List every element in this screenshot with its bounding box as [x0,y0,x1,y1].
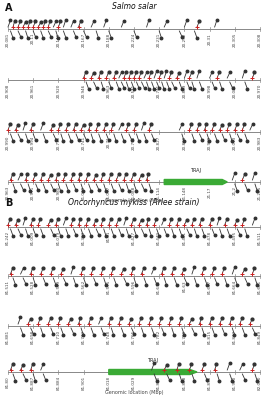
Text: 20.081: 20.081 [6,33,10,47]
Text: 21.17: 21.17 [208,186,212,198]
Text: 81.511: 81.511 [258,231,262,245]
Text: 20.231: 20.231 [157,33,161,47]
Text: 20.963: 20.963 [107,84,111,98]
Text: 20.167: 20.167 [81,33,85,47]
Text: 20.961: 20.961 [31,84,35,98]
Text: 21.114: 21.114 [157,186,161,200]
Text: 20.252: 20.252 [183,33,187,47]
Text: 21.029: 21.029 [81,186,85,200]
Text: 81.664: 81.664 [233,280,237,294]
Text: 81.698: 81.698 [31,330,35,344]
Text: 20.026: 20.026 [233,84,237,98]
Text: 20.963: 20.963 [6,186,10,200]
Text: 20.11: 20.11 [31,33,35,44]
Text: 20.71: 20.71 [107,136,111,148]
Text: 20.188: 20.188 [107,33,111,47]
Text: 81.528: 81.528 [31,280,35,294]
Text: 81.732: 81.732 [81,330,85,344]
Text: 81.868: 81.868 [183,376,187,390]
Text: 81.029: 81.029 [132,376,136,390]
Text: 81.710: 81.710 [56,330,60,344]
Text: 20.741: 20.741 [157,84,161,98]
Text: 81.549: 81.549 [56,280,60,294]
Text: 20.983: 20.983 [258,136,262,150]
Text: 81.647: 81.647 [208,280,212,294]
Text: Genomic location (Mbp): Genomic location (Mbp) [105,198,163,203]
Text: 81.681: 81.681 [258,280,262,294]
Text: 21.057: 21.057 [107,186,111,200]
Text: TRAJ: TRAJ [147,358,158,363]
Text: 20.827: 20.827 [157,136,161,150]
Text: 81.41: 81.41 [107,231,111,242]
Text: 20.990: 20.990 [6,136,10,150]
Text: 81.748: 81.748 [107,330,111,344]
Text: 81.884: 81.884 [56,376,60,390]
Text: 81.849: 81.849 [258,330,262,344]
Text: Oncorhyncus mykiss (Arlee strain): Oncorhyncus mykiss (Arlee strain) [68,198,200,207]
Text: TRAJ: TRAJ [190,168,201,173]
Text: 20.224: 20.224 [132,33,136,47]
FancyArrow shape [109,370,197,374]
Text: 20.796: 20.796 [132,136,136,150]
Text: 20.148: 20.148 [56,33,60,47]
Text: 81.478: 81.478 [208,231,212,245]
Text: 81.511: 81.511 [6,280,10,294]
Text: 81.881: 81.881 [6,330,10,344]
Text: 81.018: 81.018 [107,376,111,390]
Text: 20.971: 20.971 [31,186,35,200]
Text: Genomic location (Mbp): Genomic location (Mbp) [105,390,163,395]
Text: 20.308: 20.308 [258,33,262,47]
Text: 81.798: 81.798 [183,330,187,344]
Text: 81.495: 81.495 [233,231,237,245]
Text: 81.449: 81.449 [157,231,161,245]
Text: 20.970: 20.970 [258,84,262,98]
Text: 81.009: 81.009 [31,231,35,245]
Text: 20.920: 20.920 [56,84,60,98]
Text: 81.890: 81.890 [208,376,212,390]
Text: 20.889: 20.889 [183,84,187,98]
Text: 21.088: 21.088 [132,186,136,200]
Text: 81.562: 81.562 [81,280,85,294]
Text: 81.815: 81.815 [208,330,212,344]
Text: 20.998: 20.998 [208,84,212,98]
Text: 21.148: 21.148 [183,186,187,200]
FancyArrow shape [164,180,227,184]
Text: 81.079: 81.079 [56,231,60,245]
Text: 81.765: 81.765 [132,330,136,344]
Text: 81.427: 81.427 [132,231,136,245]
Text: 20.908: 20.908 [6,84,10,98]
Text: 20.868: 20.868 [183,136,187,150]
Text: A: A [5,3,13,13]
Text: 20.305: 20.305 [233,33,237,47]
Text: 81.393: 81.393 [81,231,85,245]
Text: 20.980: 20.980 [56,186,60,200]
Text: 81.596: 81.596 [132,280,136,294]
Text: 20.710: 20.710 [56,136,60,150]
Text: 21.2: 21.2 [233,186,237,195]
Text: 81.832: 81.832 [233,330,237,344]
Text: 20.013: 20.013 [233,136,237,150]
Text: Salmo salar: Salmo salar [112,2,156,11]
Text: 20.994: 20.994 [31,136,35,150]
Text: 81.242: 81.242 [6,231,10,245]
Text: 81.920: 81.920 [233,376,237,390]
Text: 82.020: 82.020 [258,376,262,390]
Text: 81.901: 81.901 [81,376,85,390]
Text: B: B [5,198,12,208]
Text: 81.613: 81.613 [157,280,161,294]
Text: 21.225: 21.225 [258,186,262,200]
Text: 81.887: 81.887 [31,376,35,390]
Text: 20.511: 20.511 [132,84,136,98]
Text: 20.31: 20.31 [208,33,212,45]
Text: 81.481: 81.481 [183,231,187,245]
Text: 81.80: 81.80 [6,376,10,388]
Text: 20.989: 20.989 [208,136,212,150]
Text: 81.782: 81.782 [157,330,161,344]
Text: 20.741: 20.741 [81,136,85,150]
Text: 81.63: 81.63 [183,280,187,292]
Text: 20.946: 20.946 [81,84,85,98]
Text: 81.850: 81.850 [157,376,161,390]
Text: 81.575: 81.575 [107,280,111,294]
